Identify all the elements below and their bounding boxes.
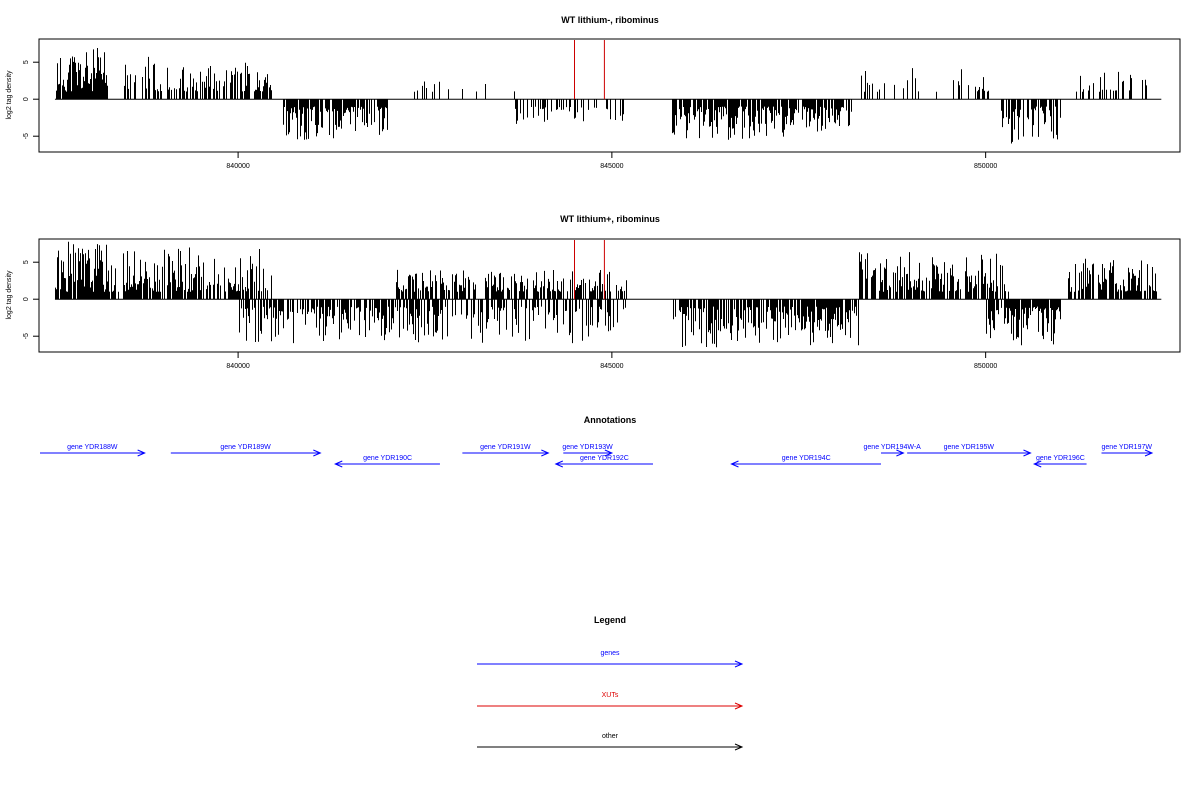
density-bar-group — [861, 68, 989, 100]
gene-annotation: gene YDR195W — [907, 444, 1032, 457]
gene-label: gene YDR189W — [220, 444, 271, 451]
density-bar-group — [792, 99, 852, 132]
legend-item: XUTs — [477, 692, 744, 710]
gene-annotation: gene YDR188W — [40, 444, 146, 457]
density-bar-group — [283, 99, 388, 140]
legend-panel: Legend genes XUTs other — [477, 615, 744, 751]
density-bar-group — [1001, 99, 1061, 144]
arrowhead-right-icon — [604, 449, 614, 457]
legend-item: genes — [477, 650, 744, 668]
x-tick-label: 850000 — [974, 163, 997, 170]
gene-label: gene YDR196C — [1036, 455, 1085, 462]
density-bar-group — [1076, 71, 1147, 100]
gene-annotation: gene YDR194W-A — [864, 444, 922, 457]
y-tick-label: 5 — [23, 60, 30, 64]
legend-items: genes XUTs other — [477, 650, 744, 751]
legend-label: other — [602, 733, 619, 740]
arrowhead-left-icon — [334, 460, 343, 468]
x-tick-label: 850000 — [974, 363, 997, 370]
density-bar-group — [239, 299, 396, 344]
density-bar-group — [1068, 258, 1157, 300]
gene-label: gene YDR188W — [67, 444, 118, 451]
gene-label: gene YDR194W-A — [864, 444, 922, 451]
arrowhead-right-icon — [896, 449, 905, 457]
arrowhead-right-icon — [313, 449, 322, 457]
x-tick-label: 845000 — [600, 163, 623, 170]
density-bar-group — [112, 247, 272, 300]
y-tick-label: 5 — [23, 260, 30, 264]
x-tick-label: 840000 — [226, 163, 249, 170]
plot-frame — [38, 238, 1181, 353]
density-bar-group — [183, 62, 272, 100]
axes: -5 0 5 840000 845000 850000 — [23, 60, 997, 170]
density-bar-group — [859, 252, 1009, 300]
arrowhead-left-icon — [730, 460, 739, 468]
density-bar-group — [56, 48, 108, 100]
gene-annotation: gene YDR197W — [1101, 444, 1154, 457]
arrowhead-right-icon — [734, 702, 744, 710]
legend-item: other — [477, 733, 744, 751]
gene-annotation: gene YDR189W — [170, 444, 322, 457]
legend-label: genes — [600, 650, 620, 657]
y-tick-label: 0 — [23, 97, 30, 101]
arrowhead-right-icon — [137, 449, 146, 457]
density-bar-group — [124, 56, 183, 100]
gene-annotations: gene YDR188W gene YDR189W gene YDR190C gene… — [40, 444, 1154, 468]
gene-label: gene YDR195W — [944, 444, 995, 451]
gene-annotation: gene YDR194C — [730, 455, 881, 468]
y-tick-label: -5 — [23, 133, 30, 139]
arrowhead-left-icon — [1032, 460, 1042, 468]
arrowhead-right-icon — [541, 449, 550, 457]
y-tick-label: 0 — [23, 297, 30, 301]
density-bars — [54, 240, 1162, 348]
track-panel-lithium-minus: WT lithium-, ribominus log2 tag density … — [6, 15, 1181, 170]
x-tick-label: 840000 — [226, 363, 249, 370]
gene-annotation: gene YDR190C — [334, 455, 440, 468]
y-axis-label: log2 tag density — [6, 270, 13, 320]
arrowhead-right-icon — [734, 660, 744, 668]
arrowhead-right-icon — [734, 743, 744, 751]
y-tick-label: -5 — [23, 333, 30, 339]
density-bar-group — [414, 81, 515, 100]
gene-annotation: gene YDR193W — [562, 444, 614, 457]
legend-title: Legend — [594, 615, 626, 625]
density-bar-group — [515, 99, 560, 124]
gene-label: gene YDR193W — [562, 444, 613, 451]
density-bar-group — [986, 299, 1061, 346]
gene-label: gene YDR190C — [363, 455, 412, 462]
x-tick-label: 845000 — [600, 363, 623, 370]
gene-annotation: gene YDR191W — [462, 444, 550, 457]
axes: -5 0 5 840000 845000 850000 — [23, 260, 997, 370]
gene-annotation: gene YDR196C — [1032, 455, 1087, 468]
gene-label: gene YDR194C — [782, 455, 831, 462]
annotations-title: Annotations — [584, 415, 637, 425]
arrowhead-right-icon — [1023, 449, 1032, 457]
density-bar-group — [55, 241, 112, 300]
track-panel-lithium-plus: WT lithium+, ribominus log2 tag density … — [6, 214, 1181, 370]
legend-label: XUTs — [602, 692, 619, 699]
arrowhead-right-icon — [1144, 449, 1154, 457]
annotations-panel: Annotations gene YDR188W gene YDR189Wgene… — [40, 415, 1154, 468]
gene-label: gene YDR191W — [480, 444, 531, 451]
density-bar-group — [561, 99, 624, 122]
gene-label: gene YDR192C — [580, 455, 629, 462]
density-bars — [54, 40, 1162, 144]
gene-label: gene YDR197W — [1102, 444, 1153, 451]
y-axis-label: log2 tag density — [6, 70, 13, 120]
track-title: WT lithium-, ribominus — [561, 15, 659, 25]
density-bar-group — [397, 299, 626, 344]
arrowhead-left-icon — [554, 460, 563, 468]
density-bar-group — [396, 269, 627, 300]
gene-annotation: gene YDR192C — [554, 455, 653, 468]
density-bar-group — [672, 99, 792, 140]
track-title: WT lithium+, ribominus — [560, 214, 660, 224]
density-bar-group — [673, 299, 859, 348]
plot-frame — [38, 38, 1181, 153]
